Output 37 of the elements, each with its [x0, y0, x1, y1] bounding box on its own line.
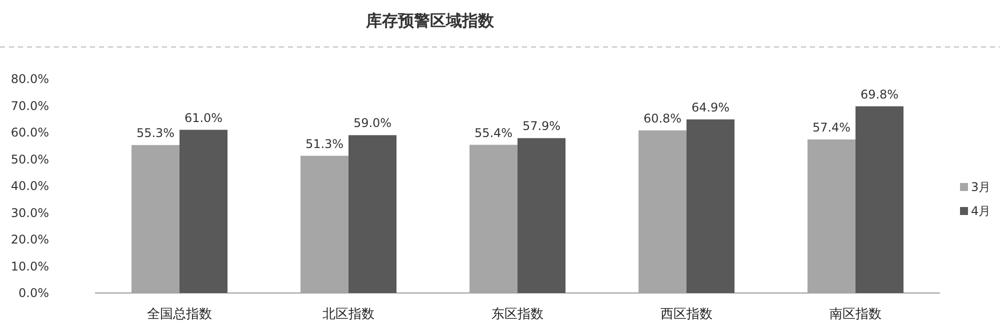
x-tick-label: 南区指数: [830, 307, 882, 322]
data-label: 61.0%: [184, 110, 223, 125]
legend-label: 3月: [971, 180, 991, 194]
x-tick-label: 西区指数: [660, 307, 712, 322]
bar: [132, 145, 180, 293]
data-label: 69.8%: [860, 87, 899, 102]
data-label: 57.4%: [812, 120, 851, 134]
x-tick-label: 东区指数: [492, 307, 544, 322]
data-label: 64.9%: [691, 100, 730, 114]
bar: [348, 135, 396, 293]
y-tick-label: 30.0%: [10, 206, 49, 220]
y-tick-label: 0.0%: [18, 286, 49, 300]
bar: [638, 130, 686, 293]
data-label: 59.0%: [353, 116, 392, 130]
data-label: 60.8%: [643, 111, 682, 126]
y-tick-label: 50.0%: [10, 152, 49, 166]
data-label: 57.9%: [522, 119, 561, 134]
y-tick-label: 10.0%: [10, 259, 49, 274]
data-label: 51.3%: [305, 136, 344, 151]
y-tick-label: 60.0%: [10, 126, 49, 140]
chart-title: 库存预警区域指数: [365, 11, 495, 30]
x-tick-label: 全国总指数: [147, 307, 212, 322]
data-label: 55.4%: [474, 126, 513, 140]
bar: [180, 130, 228, 293]
bar: [686, 119, 734, 293]
bar: [300, 156, 348, 293]
bar: [518, 138, 566, 293]
data-label: 55.3%: [136, 126, 175, 140]
x-tick-label: 北区指数: [322, 307, 374, 322]
y-tick-label: 40.0%: [10, 179, 49, 193]
y-tick-label: 20.0%: [10, 232, 49, 246]
bar: [808, 139, 856, 293]
legend-label: 4月: [971, 204, 991, 218]
y-tick-label: 70.0%: [10, 98, 49, 113]
y-tick-label: 80.0%: [10, 72, 49, 86]
bar: [470, 144, 518, 293]
bar: [856, 106, 904, 293]
